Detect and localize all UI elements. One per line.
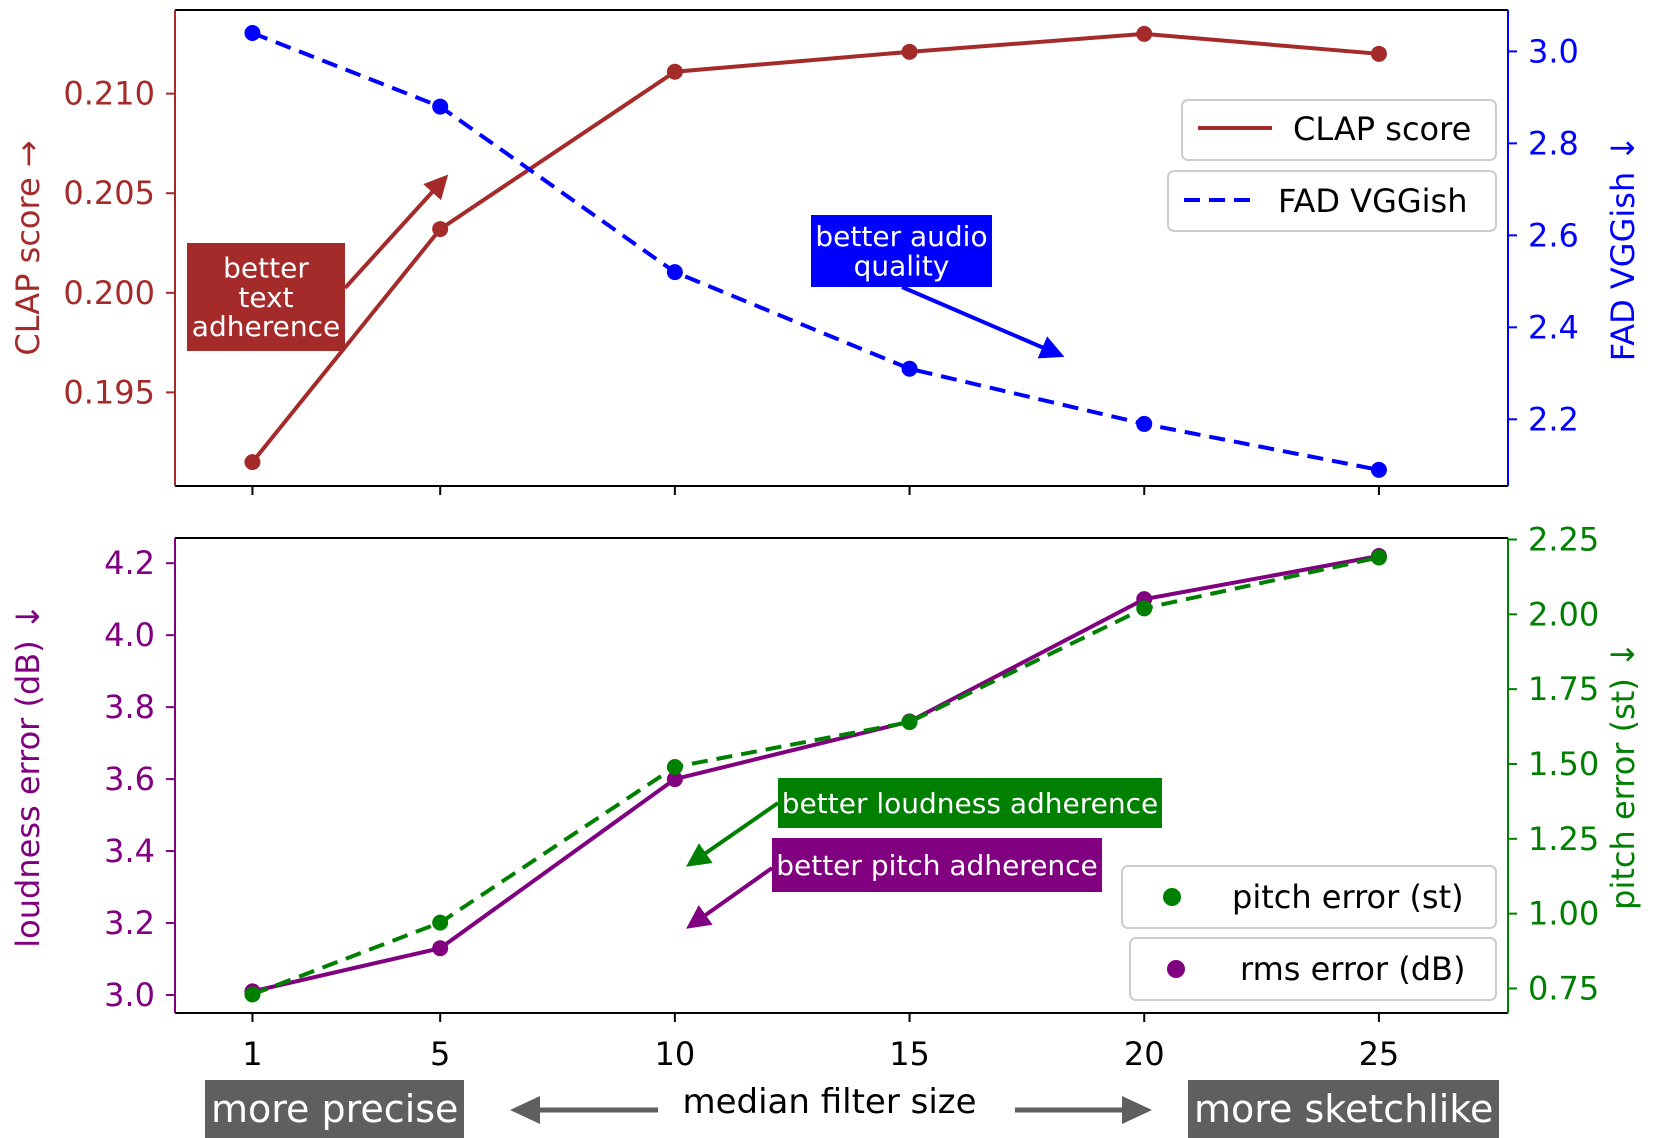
right-tick-label: 2.2 [1528, 400, 1579, 438]
left-tick-label: 0.210 [63, 75, 155, 113]
left-tick-label: 0.200 [63, 274, 155, 312]
more-precise-label: more precise [205, 1080, 465, 1138]
pitch-error-st-point [901, 714, 918, 731]
clap-score-line [250, 31, 1380, 464]
left-axis-label: loudness error (dB) ↓ [9, 603, 47, 947]
right-tick-label: 1.50 [1528, 745, 1599, 783]
left-direction-arrowhead [510, 1096, 540, 1124]
right-tick-label: 2.4 [1528, 308, 1579, 346]
rms-error-db-point [432, 940, 449, 957]
clap-score-point [244, 454, 261, 471]
audio-quality-annotation-text: quality [854, 250, 950, 283]
right-tick-label: 2.00 [1528, 595, 1599, 633]
x-axis-title: median filter size [682, 1082, 977, 1122]
legend-clap-label: CLAP score [1293, 110, 1471, 148]
right-tick-label: 1.25 [1528, 820, 1599, 858]
loudness-adherence-arrow [686, 801, 780, 867]
x-tick-label: 25 [1359, 1035, 1400, 1073]
pitch-error-st-point [244, 986, 261, 1003]
right-axis-label: FAD VGGish ↓ [1604, 135, 1642, 361]
text-adherence-annotation-text: better [223, 251, 309, 284]
right-tick-label: 2.6 [1528, 216, 1579, 254]
right-tick-label: 2.25 [1528, 520, 1599, 558]
fad-vggish-point [1136, 415, 1153, 432]
fad-vggish-point [1370, 461, 1387, 478]
fad-vggish-point [244, 24, 261, 41]
right-tick-label: 1.75 [1528, 670, 1599, 708]
audio-quality-arrow [901, 285, 1065, 359]
pitch-adherence-annotation-box [772, 838, 1102, 892]
legend-pitch-label: pitch error (st) [1232, 878, 1464, 916]
left-axis-label: CLAP score → [9, 140, 47, 355]
left-tick-label: 3.8 [104, 688, 155, 726]
legend-pitch-swatch [1163, 888, 1181, 906]
left-tick-label: 4.0 [104, 616, 155, 654]
pitch-error-st-point [432, 914, 449, 931]
fad-vggish-point [432, 98, 449, 115]
right-axis-label: pitch error (st) ↓ [1604, 641, 1642, 910]
right-tick-label: 0.75 [1528, 969, 1599, 1007]
rms-error-db-line [251, 554, 1380, 994]
legend-fad-label: FAD VGGish [1278, 182, 1468, 220]
audio-quality-annotation-box [811, 215, 992, 287]
left-tick-label: 3.2 [104, 904, 155, 942]
left-tick-label: 0.205 [63, 174, 155, 212]
text-adherence-annotation-box [187, 243, 345, 351]
text-adherence-arrow [343, 174, 449, 290]
clap-score-point [901, 43, 918, 60]
clap-score-point [432, 221, 449, 238]
rms-error-db-point [666, 771, 683, 788]
left-tick-label: 3.6 [104, 760, 155, 798]
right-tick-label: 2.8 [1528, 124, 1579, 162]
pitch-adherence-annotation-text: better pitch adherence [776, 849, 1098, 882]
fad-vggish-line [251, 31, 1380, 472]
x-tick-label: 1 [242, 1035, 262, 1073]
left-tick-label: 0.195 [63, 373, 155, 411]
x-tick-label: 5 [430, 1035, 450, 1073]
left-tick-label: 3.0 [104, 976, 155, 1014]
x-tick-label: 10 [655, 1035, 696, 1073]
clap-score-point [1370, 45, 1387, 62]
text-adherence-annotation-text: adherence [192, 310, 340, 343]
legend-entry-rms [1129, 937, 1497, 1001]
pitch-error-st-point [666, 758, 683, 775]
right-tick-label: 1.00 [1528, 895, 1599, 933]
legend-rms-swatch [1167, 960, 1185, 978]
pitch-adherence-arrow [686, 866, 774, 929]
left-tick-label: 3.4 [104, 832, 155, 870]
audio-quality-annotation-text: better audio [815, 220, 987, 253]
legend-entry-clap [1181, 99, 1497, 161]
left-tick-label: 4.2 [104, 544, 155, 582]
clap-score-point [1136, 25, 1153, 42]
pitch-error-st-line [251, 555, 1380, 997]
pitch-error-st-point [1136, 600, 1153, 617]
clap-score-point [666, 63, 683, 80]
loudness-adherence-annotation-text: better loudness adherence [782, 787, 1158, 820]
right-tick-label: 3.0 [1528, 32, 1579, 70]
text-adherence-annotation-text: text [238, 281, 293, 314]
legend-entry-pitch [1121, 865, 1497, 929]
x-tick-label: 15 [889, 1035, 930, 1073]
pitch-error-st-point [1370, 549, 1387, 566]
right-direction-arrowhead [1122, 1096, 1152, 1124]
legend-entry-fad [1167, 170, 1497, 232]
fad-vggish-point [666, 264, 683, 281]
fad-vggish-point [901, 360, 918, 377]
more-sketchlike-label: more sketchlike [1188, 1080, 1500, 1138]
legend-rms-label: rms error (dB) [1240, 950, 1465, 988]
loudness-adherence-annotation-box [778, 778, 1162, 828]
x-tick-label: 20 [1124, 1035, 1165, 1073]
